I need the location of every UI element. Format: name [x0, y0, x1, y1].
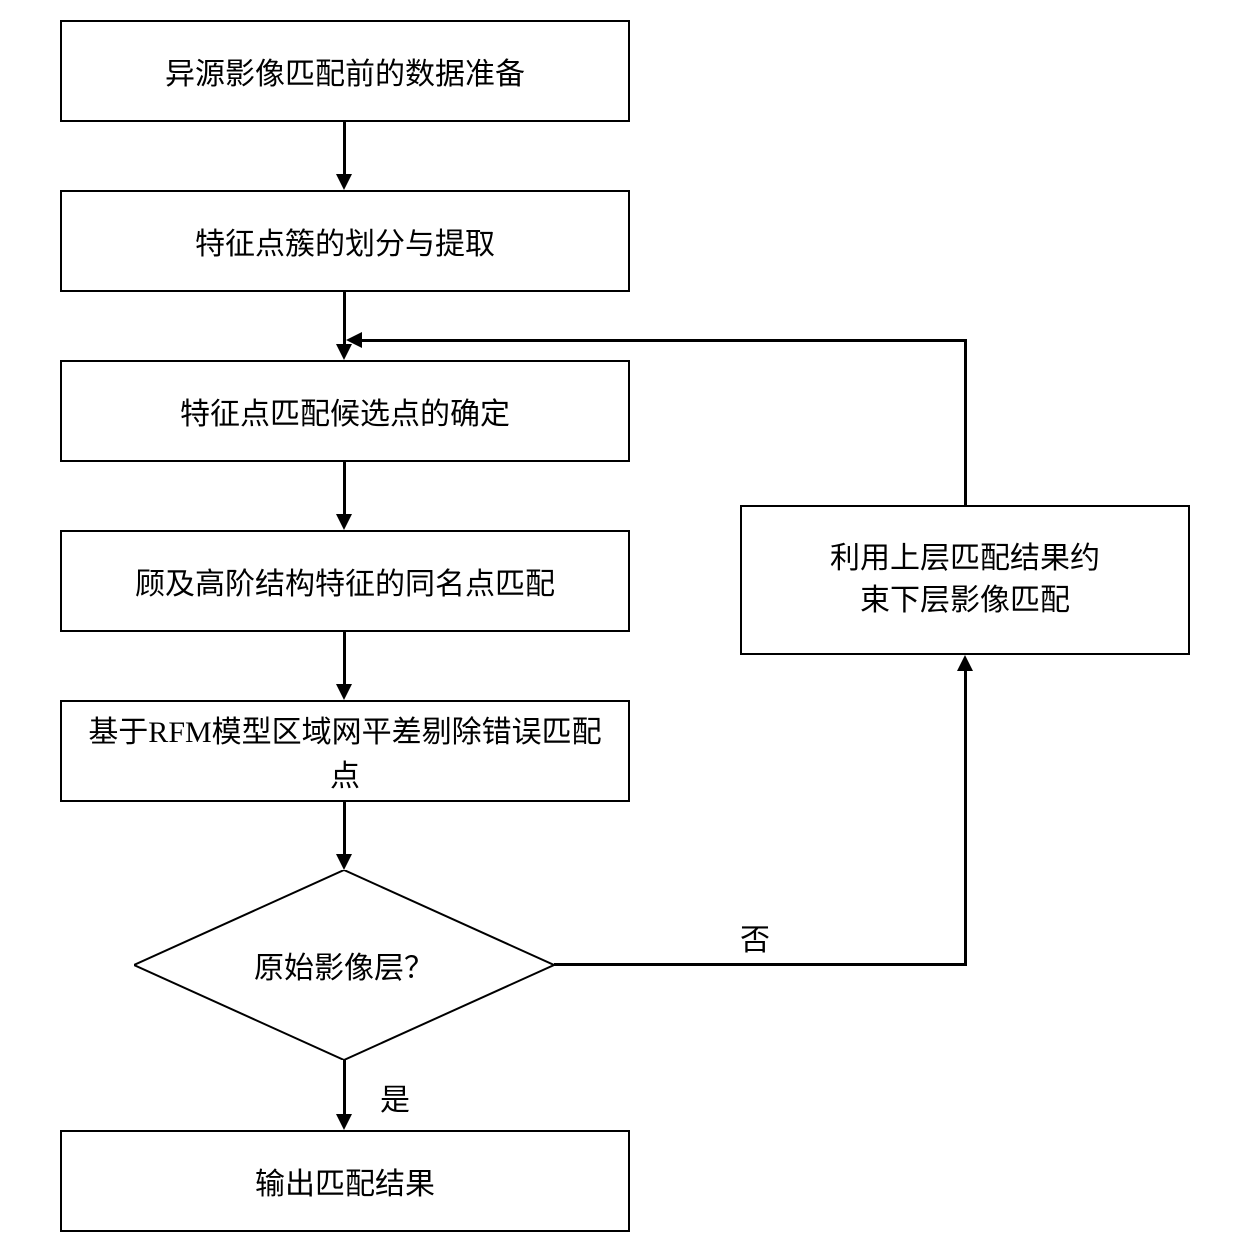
node-label: 特征点匹配候选点的确定	[180, 389, 510, 433]
arrow-head-icon	[336, 684, 352, 700]
edge-loop-v	[964, 340, 967, 505]
edge-label-yes: 是	[380, 1075, 410, 1119]
arrow-head-icon	[336, 174, 352, 190]
arrow-head-icon	[957, 655, 973, 671]
edge	[343, 462, 346, 514]
edge-yes	[343, 1060, 346, 1114]
edge-no-h	[554, 963, 967, 966]
node-label: 原始影像层？	[254, 943, 434, 987]
process-box-data-prep: 异源影像匹配前的数据准备	[60, 20, 630, 122]
node-label: 基于RFM模型区域网平差剔除错误匹配点	[82, 707, 608, 795]
edge-label-no: 否	[740, 915, 770, 959]
process-box-output: 输出匹配结果	[60, 1130, 630, 1232]
process-box-rfm: 基于RFM模型区域网平差剔除错误匹配点	[60, 700, 630, 802]
edge-no-v	[964, 671, 967, 966]
edge	[343, 632, 346, 684]
decision-original-layer: 原始影像层？	[134, 870, 554, 1060]
edge	[343, 802, 346, 854]
node-label: 输出匹配结果	[255, 1159, 435, 1203]
node-label: 特征点簇的划分与提取	[195, 219, 495, 263]
arrow-head-icon	[336, 514, 352, 530]
process-box-feature-extract: 特征点簇的划分与提取	[60, 190, 630, 292]
arrow-head-icon	[336, 854, 352, 870]
node-label: 利用上层匹配结果约 束下层影像匹配	[830, 538, 1100, 622]
process-box-constrain-lower: 利用上层匹配结果约 束下层影像匹配	[740, 505, 1190, 655]
process-box-candidate: 特征点匹配候选点的确定	[60, 360, 630, 462]
node-label: 异源影像匹配前的数据准备	[165, 49, 525, 93]
edge-loop-h	[361, 339, 967, 342]
process-box-matching: 顾及高阶结构特征的同名点匹配	[60, 530, 630, 632]
arrow-head-icon	[336, 1114, 352, 1130]
edge	[343, 122, 346, 174]
node-label: 顾及高阶结构特征的同名点匹配	[135, 559, 555, 603]
arrow-head-icon	[346, 332, 362, 348]
